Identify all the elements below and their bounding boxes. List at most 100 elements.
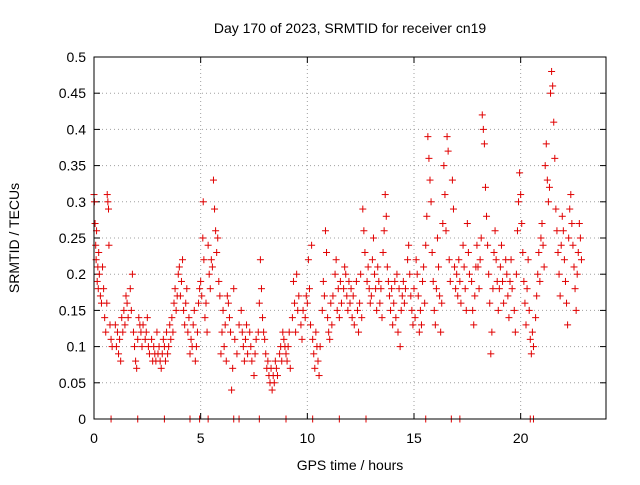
data-point — [309, 335, 317, 343]
data-point — [209, 176, 217, 184]
data-point — [285, 328, 293, 336]
data-point — [101, 314, 109, 322]
data-point — [512, 270, 520, 278]
y-axis-label: SRMTID / TECUs — [6, 183, 22, 293]
data-point — [366, 299, 374, 307]
data-point — [207, 256, 215, 264]
data-point — [455, 256, 463, 264]
data-point — [412, 256, 420, 264]
data-point — [170, 299, 178, 307]
data-point — [273, 372, 281, 380]
data-point — [293, 270, 301, 278]
data-point — [159, 335, 167, 343]
data-point — [231, 335, 239, 343]
data-point — [356, 299, 364, 307]
data-point — [196, 285, 204, 293]
data-point — [537, 234, 545, 242]
data-point — [357, 270, 365, 278]
data-point — [276, 350, 284, 358]
data-point — [100, 285, 108, 293]
data-point — [116, 335, 124, 343]
data-point — [235, 321, 243, 329]
y-tick-label: 0.45 — [59, 85, 86, 101]
grid-layer — [94, 57, 606, 419]
data-point — [175, 263, 183, 271]
data-point — [430, 306, 438, 314]
data-point — [343, 292, 351, 300]
data-point — [542, 140, 550, 148]
data-point — [396, 343, 404, 351]
data-point — [499, 277, 507, 285]
data-point — [419, 277, 427, 285]
data-point — [444, 147, 452, 155]
data-point — [564, 321, 572, 329]
data-point — [532, 314, 540, 322]
data-point — [134, 335, 142, 343]
data-point — [121, 321, 129, 329]
data-point — [112, 343, 120, 351]
data-point — [326, 335, 334, 343]
data-point — [185, 314, 193, 322]
data-point — [453, 270, 461, 278]
data-point — [381, 191, 389, 199]
data-point — [487, 350, 495, 358]
data-point — [570, 263, 578, 271]
data-point — [195, 299, 203, 307]
data-point — [119, 328, 127, 336]
data-point — [272, 364, 280, 372]
data-point — [324, 314, 332, 322]
data-point — [314, 357, 322, 365]
data-point — [406, 270, 414, 278]
data-point — [223, 292, 231, 300]
data-point — [133, 364, 141, 372]
data-point — [295, 292, 303, 300]
data-point — [304, 256, 312, 264]
data-point — [476, 256, 484, 264]
data-point — [413, 270, 421, 278]
data-point — [427, 198, 435, 206]
y-tick-label: 0.1 — [67, 339, 87, 355]
data-point — [525, 306, 533, 314]
data-point — [148, 335, 156, 343]
data-point — [576, 234, 584, 242]
data-point — [436, 292, 444, 300]
y-tick-label: 0.35 — [59, 158, 86, 174]
x-tick-label: 10 — [300, 430, 316, 446]
data-point — [485, 270, 493, 278]
data-point — [348, 314, 356, 322]
data-point — [433, 234, 441, 242]
data-point — [219, 306, 227, 314]
data-point — [550, 118, 558, 126]
data-point — [280, 335, 288, 343]
data-point — [500, 299, 508, 307]
data-point — [305, 285, 313, 293]
data-point — [139, 321, 147, 329]
data-point — [102, 328, 110, 336]
data-point — [524, 256, 532, 264]
data-point — [327, 299, 335, 307]
data-point — [507, 256, 515, 264]
data-point — [411, 314, 419, 322]
data-point — [316, 343, 324, 351]
data-point — [126, 285, 134, 293]
data-point — [369, 234, 377, 242]
data-point — [505, 314, 513, 322]
data-point — [289, 277, 297, 285]
data-point — [360, 227, 368, 235]
data-point — [238, 328, 246, 336]
data-point — [346, 299, 354, 307]
x-tick-label: 5 — [197, 430, 205, 446]
data-point — [456, 277, 464, 285]
data-point — [182, 299, 190, 307]
data-point — [469, 306, 477, 314]
data-point — [480, 140, 488, 148]
data-point — [552, 205, 560, 213]
data-point — [465, 270, 473, 278]
data-point — [229, 364, 237, 372]
data-point — [297, 321, 305, 329]
data-point — [153, 328, 161, 336]
data-point — [138, 343, 146, 351]
data-point — [279, 328, 287, 336]
data-point — [470, 321, 478, 329]
